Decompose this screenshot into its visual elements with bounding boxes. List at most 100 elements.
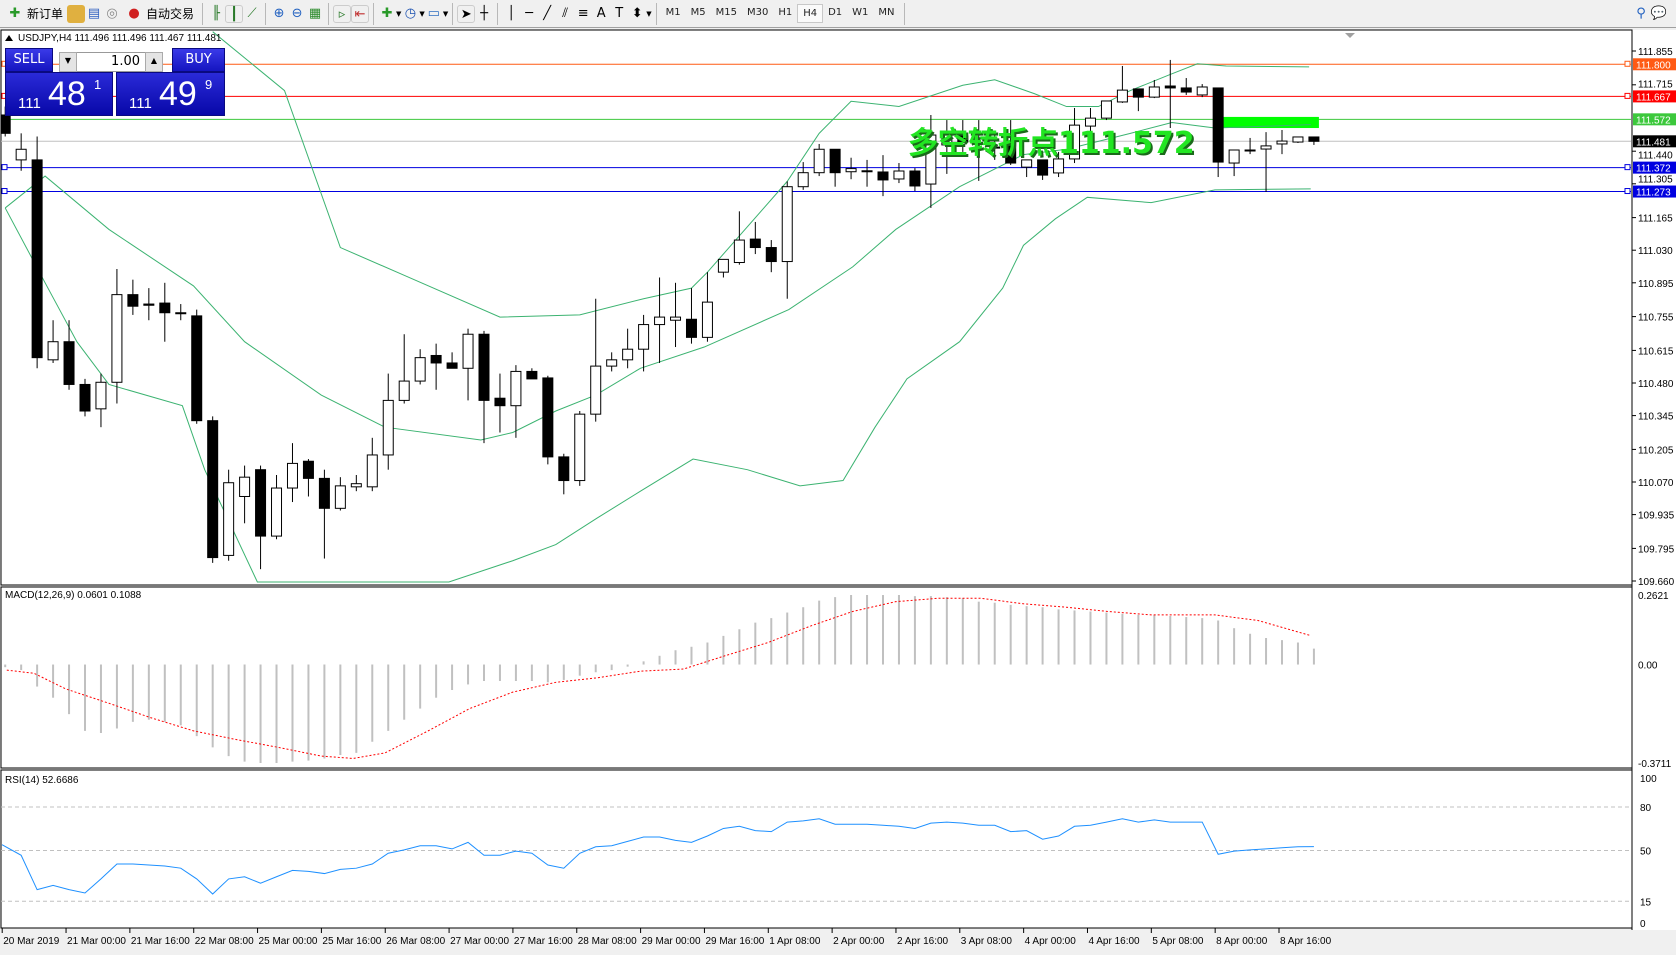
bid-price[interactable]: 111 48 1 xyxy=(5,72,113,116)
level-price-label: 111.481 xyxy=(1636,137,1671,148)
text-label-icon[interactable]: T xyxy=(615,5,624,21)
fibonacci-icon[interactable]: ≡ xyxy=(577,5,589,21)
buy-button[interactable]: BUY xyxy=(172,48,225,72)
candle xyxy=(207,420,219,559)
auto-scroll-icon[interactable]: ▹ xyxy=(333,4,352,23)
vertical-line-icon[interactable]: │ xyxy=(507,5,516,21)
candle xyxy=(111,294,123,383)
signals-icon[interactable]: ◎ xyxy=(106,5,118,21)
time-label: 22 Mar 08:00 xyxy=(195,936,254,947)
bollinger-lower xyxy=(4,188,1311,583)
candle xyxy=(318,477,330,509)
rsi-panel xyxy=(0,769,1633,929)
sell-button[interactable]: SELL xyxy=(5,48,53,72)
crosshair-icon[interactable]: ┼ xyxy=(480,5,489,21)
lot-size-input[interactable]: 1.00 xyxy=(59,52,163,72)
templates-icon[interactable]: ▭ xyxy=(427,5,440,21)
new-order-label: 新订单 xyxy=(27,7,64,21)
periods-clock-icon[interactable]: ◷ xyxy=(404,5,417,21)
tile-windows-icon[interactable]: ▦ xyxy=(308,5,322,21)
lot-increase-button[interactable]: ▲ xyxy=(145,52,163,72)
bollinger-middle xyxy=(4,121,1311,441)
timeframe-mn[interactable]: MN xyxy=(878,7,895,18)
arrows-icon[interactable]: ⬍ xyxy=(631,5,643,21)
candle xyxy=(1276,140,1288,145)
candle xyxy=(127,294,139,307)
time-label: 1 Apr 08:00 xyxy=(769,936,821,947)
candle xyxy=(909,170,921,187)
timeframe-h1[interactable]: H1 xyxy=(778,7,793,18)
rsi-tick-label: 50 xyxy=(1640,847,1652,858)
dropdown-arrow-icon[interactable]: ▼ xyxy=(442,9,449,18)
separator xyxy=(373,2,375,25)
candle xyxy=(15,148,27,161)
pivot-zone xyxy=(1213,116,1319,129)
candle xyxy=(239,476,251,497)
ask-price-pip: 9 xyxy=(205,77,213,92)
dropdown-arrow-icon[interactable]: ▼ xyxy=(396,9,402,18)
candle xyxy=(574,413,586,482)
timeframe-h4[interactable]: H4 xyxy=(797,4,824,23)
navigator-icon[interactable]: ▤ xyxy=(87,5,101,21)
market-watch-icon[interactable] xyxy=(67,4,86,23)
level-marker-icon xyxy=(1,164,8,171)
candle xyxy=(1308,136,1320,142)
horizontal-line-icon[interactable]: ─ xyxy=(525,5,534,21)
rsi-tick-label: 15 xyxy=(1640,897,1652,908)
collapse-arrow-icon xyxy=(5,35,13,41)
trendline-icon[interactable]: ╱ xyxy=(543,5,552,21)
candle xyxy=(781,186,793,263)
candle xyxy=(398,380,410,401)
candle xyxy=(175,312,187,315)
candle xyxy=(1260,145,1272,150)
candle xyxy=(255,469,267,537)
zoom-out-icon[interactable]: ⊖ xyxy=(291,5,303,21)
ask-price[interactable]: 111 49 9 xyxy=(116,72,225,116)
chart-shift-icon[interactable]: ⇤ xyxy=(351,4,370,23)
bar-chart-icon[interactable]: ╟ xyxy=(212,5,220,21)
candle xyxy=(638,324,650,350)
timeframe-d1[interactable]: D1 xyxy=(828,7,843,18)
candle xyxy=(47,341,59,361)
timeframe-m15[interactable]: M15 xyxy=(715,7,737,18)
candle xyxy=(670,316,682,321)
search-icon[interactable]: ⚲ xyxy=(1636,5,1646,21)
auto-trading-button[interactable]: ● 自动交易 xyxy=(121,2,198,26)
new-order-button[interactable]: ✚ 新订单 xyxy=(2,2,67,26)
timeframe-m30[interactable]: M30 xyxy=(746,7,769,18)
equidistant-channel-icon[interactable]: ⫽ xyxy=(562,5,569,21)
level-price-tag xyxy=(1633,90,1676,103)
candle xyxy=(414,357,426,382)
dropdown-arrow-icon[interactable]: ▼ xyxy=(419,9,425,18)
separator xyxy=(202,2,204,25)
candle xyxy=(366,454,378,488)
text-icon[interactable]: A xyxy=(596,5,606,21)
level-price-label: 111.800 xyxy=(1636,60,1671,71)
cursor-icon[interactable]: ➤ xyxy=(457,4,476,23)
chart-canvas[interactable]: 111.855 111.715 111.440 111.305 111.165 111.0… xyxy=(0,28,1676,955)
candle xyxy=(861,170,873,173)
candle xyxy=(1180,87,1192,93)
timeframe-w1[interactable]: W1 xyxy=(852,7,869,18)
timeframe-m5[interactable]: M5 xyxy=(690,7,706,18)
ask-price-main: 49 xyxy=(159,75,197,113)
timeframe-m1[interactable]: M1 xyxy=(665,7,681,18)
chat-icon[interactable]: 💬 xyxy=(1650,5,1668,21)
rsi-tick-label: 100 xyxy=(1640,774,1657,785)
indicators-icon[interactable]: ✚ xyxy=(381,5,393,21)
candle xyxy=(973,137,985,140)
new-order-icon: ✚ xyxy=(9,5,21,21)
time-label: 29 Mar 00:00 xyxy=(642,936,701,947)
level-price-label: 111.667 xyxy=(1636,92,1671,103)
dropdown-arrow-icon[interactable]: ▼ xyxy=(646,9,652,18)
level-price-tag xyxy=(1633,58,1676,71)
price-panel xyxy=(0,29,1633,586)
zoom-in-icon[interactable]: ⊕ xyxy=(273,5,285,21)
price-tick-label: 110.345 xyxy=(1638,412,1674,423)
price-tick-label: 111.305 xyxy=(1638,175,1673,186)
line-chart-icon[interactable]: ⟋ xyxy=(247,5,257,21)
macd-tick-label: 0.2621 xyxy=(1638,591,1669,602)
candlestick-chart-icon[interactable]: ┃ xyxy=(225,4,244,23)
lot-decrease-button[interactable]: ▼ xyxy=(59,52,77,72)
candle xyxy=(1164,85,1176,89)
